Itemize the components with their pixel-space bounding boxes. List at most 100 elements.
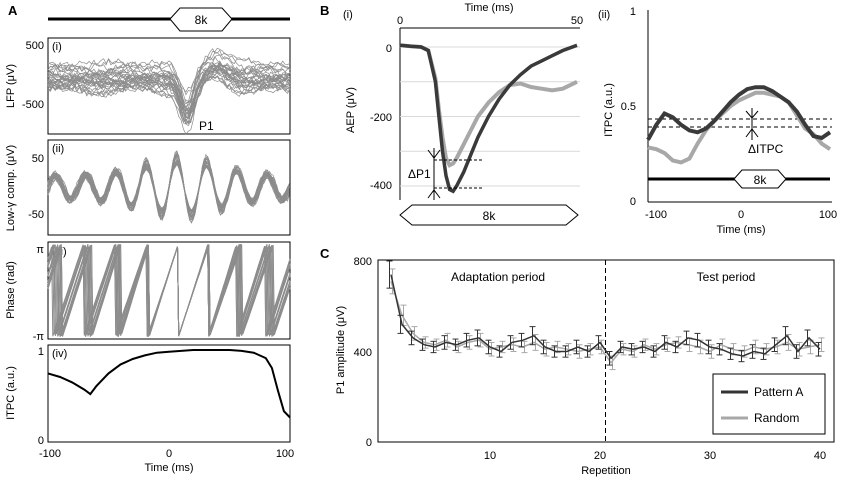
ytick-c-400: 400 [354,347,372,359]
series-pattern-a [386,260,822,366]
axes-frame-a-iv [47,344,291,443]
stimulus-label-a: 8k [195,13,209,27]
ylabel-c: P1 amplitude (μV) [335,306,347,394]
ytick-a-iv-top: 1 [38,346,44,358]
subpanel-label-b-ii: (ii) [598,9,610,21]
subpanel-label-b-i: (i) [343,9,353,21]
lfp-trace [47,61,291,118]
trial-traces-a-ii [47,150,290,224]
ytick-a-i-bottom: -500 [22,99,44,111]
delta-itpc-label: ΔITPC [748,142,784,156]
lfp-trace [47,51,291,109]
stimulus-bar-b-i: 8k [399,204,579,226]
panel-label-b: B [320,3,329,18]
ytick-c-0: 0 [366,437,372,449]
legend-box [712,373,826,435]
lfp-trace [47,65,291,125]
title-b-i: Time (ms) [464,2,513,14]
itpc-line-a-iv [47,349,291,419]
xtick-a-iv-right: 100 [276,448,294,460]
ytick-a-ii-top: 50 [32,153,44,165]
lfp-trace [47,54,291,104]
gamma-trace [47,164,290,214]
legend: Pattern A Random [712,373,826,435]
itpc-line-pattern-a [646,85,832,141]
ytick-c-800: 800 [354,256,372,268]
aep-line-pattern-a [399,43,578,194]
aep-line-random [399,43,578,168]
lfp-trace [47,65,291,122]
adaptation-period-label: Adaptation period [451,270,545,284]
ytick-a-iii-top: π [36,244,44,256]
chart-b-i: (i) Time (ms) 0 50 0 -200 -400 AEP (μV) … [343,2,583,226]
ylabel-b-i: AEP (μV) [345,87,357,133]
lfp-trace [47,75,291,124]
chart-a-i: (i) 500 -500 LFP (μV) P1 [5,37,291,135]
ytick-a-ii-bottom: -50 [28,209,44,221]
xtick-b-i-left: 0 [397,15,403,27]
test-period-label: Test period [697,270,756,284]
panel-label-c: C [320,246,330,261]
ytick-b-i-400: -400 [370,180,392,192]
xlabel-a-iv: Time (ms) [144,462,193,474]
ytick-b-ii-05: 0.5 [621,101,636,113]
stimulus-bar-a: 8k [48,7,290,32]
panel-label-a: A [8,3,18,18]
lfp-trace [47,76,291,109]
stimulus-label-b-ii: 8k [754,173,768,187]
ytick-a-i-top: 500 [26,40,44,52]
xtick-b-ii-mid: 0 [738,209,744,221]
gamma-trace [47,152,290,221]
lfp-trace [47,75,291,127]
lfp-trace [47,68,290,135]
delta-itpc-marker [745,108,759,140]
lfp-trace [47,66,291,119]
lfp-trace [47,62,291,96]
xlabel-b-ii: Time (ms) [716,224,765,236]
ytick-b-i-0: 0 [386,43,392,55]
delta-p1-label: ΔP1 [408,167,431,181]
legend-label-pattern-a: Pattern A [754,385,803,399]
ylabel-a-ii: Low-γ comp. (μV) [5,145,17,231]
series-random [389,268,825,371]
ytick-a-iii-bottom: -π [33,331,45,343]
delta-p1-marker [427,148,484,200]
chart-b-ii: (ii) 1 0.5 0 ITPC (a.u.) -100 0 100 Time… [598,6,837,236]
lfp-trace [47,67,291,120]
subpanel-label-a-ii: (ii) [52,143,64,155]
xtick-c-40: 40 [814,450,826,462]
trial-traces-a-i [47,47,291,135]
xtick-b-ii-right: 100 [819,209,837,221]
stimulus-label-b-i: 8k [483,209,497,223]
ytick-b-i-200: -200 [370,112,392,124]
chart-a-ii: (ii) 50 -50 Low-γ comp. (μV) [5,139,291,236]
ytick-b-ii-0: 0 [630,196,636,208]
phase-traces-a-iii [47,243,291,338]
subpanel-label-a-iv: (iv) [52,348,67,360]
lfp-trace [47,64,291,115]
lfp-trace [47,47,291,109]
ytick-b-ii-1: 1 [630,6,636,18]
xtick-b-ii-left: -100 [645,209,667,221]
xtick-c-10: 10 [484,450,496,462]
legend-label-random: Random [754,411,799,425]
p1-line [390,274,821,360]
itpc-line-random [647,90,832,165]
ylabel-a-iii: Phase (rad) [5,261,17,318]
xtick-c-30: 30 [704,450,716,462]
p1-line [390,281,821,365]
xlabel-c: Repetition [581,465,631,477]
xtick-c-20: 20 [594,450,606,462]
xtick-a-iv-left: -100 [39,448,61,460]
chart-c: 800 400 0 P1 amplitude (μV) 10 20 30 40 … [335,256,835,477]
axes-frame-a-iii [47,241,291,340]
ylabel-a-i: LFP (μV) [5,64,17,108]
ylabel-b-ii: ITPC (a.u.) [603,83,615,137]
subpanel-label-a-i: (i) [52,41,62,53]
phase-trace [47,244,291,337]
chart-a-iii: (iii) π -π Phase (rad) [5,241,291,343]
ylabel-a-iv: ITPC (a.u.) [5,366,17,420]
chart-a-iv: (iv) 1 0 ITPC (a.u.) -100 0 100 Time (ms… [5,344,294,474]
p1-annotation: P1 [199,119,214,133]
